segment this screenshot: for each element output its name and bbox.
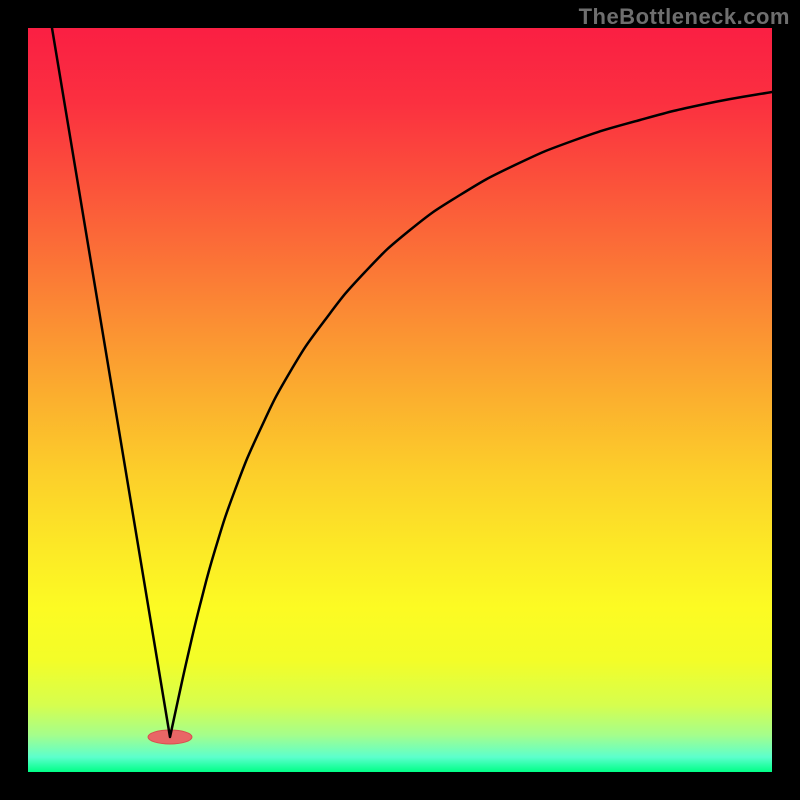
plot-area [28, 28, 772, 772]
watermark-text: TheBottleneck.com [579, 4, 790, 30]
chart-container: TheBottleneck.com [0, 0, 800, 800]
bottleneck-chart [0, 0, 800, 800]
